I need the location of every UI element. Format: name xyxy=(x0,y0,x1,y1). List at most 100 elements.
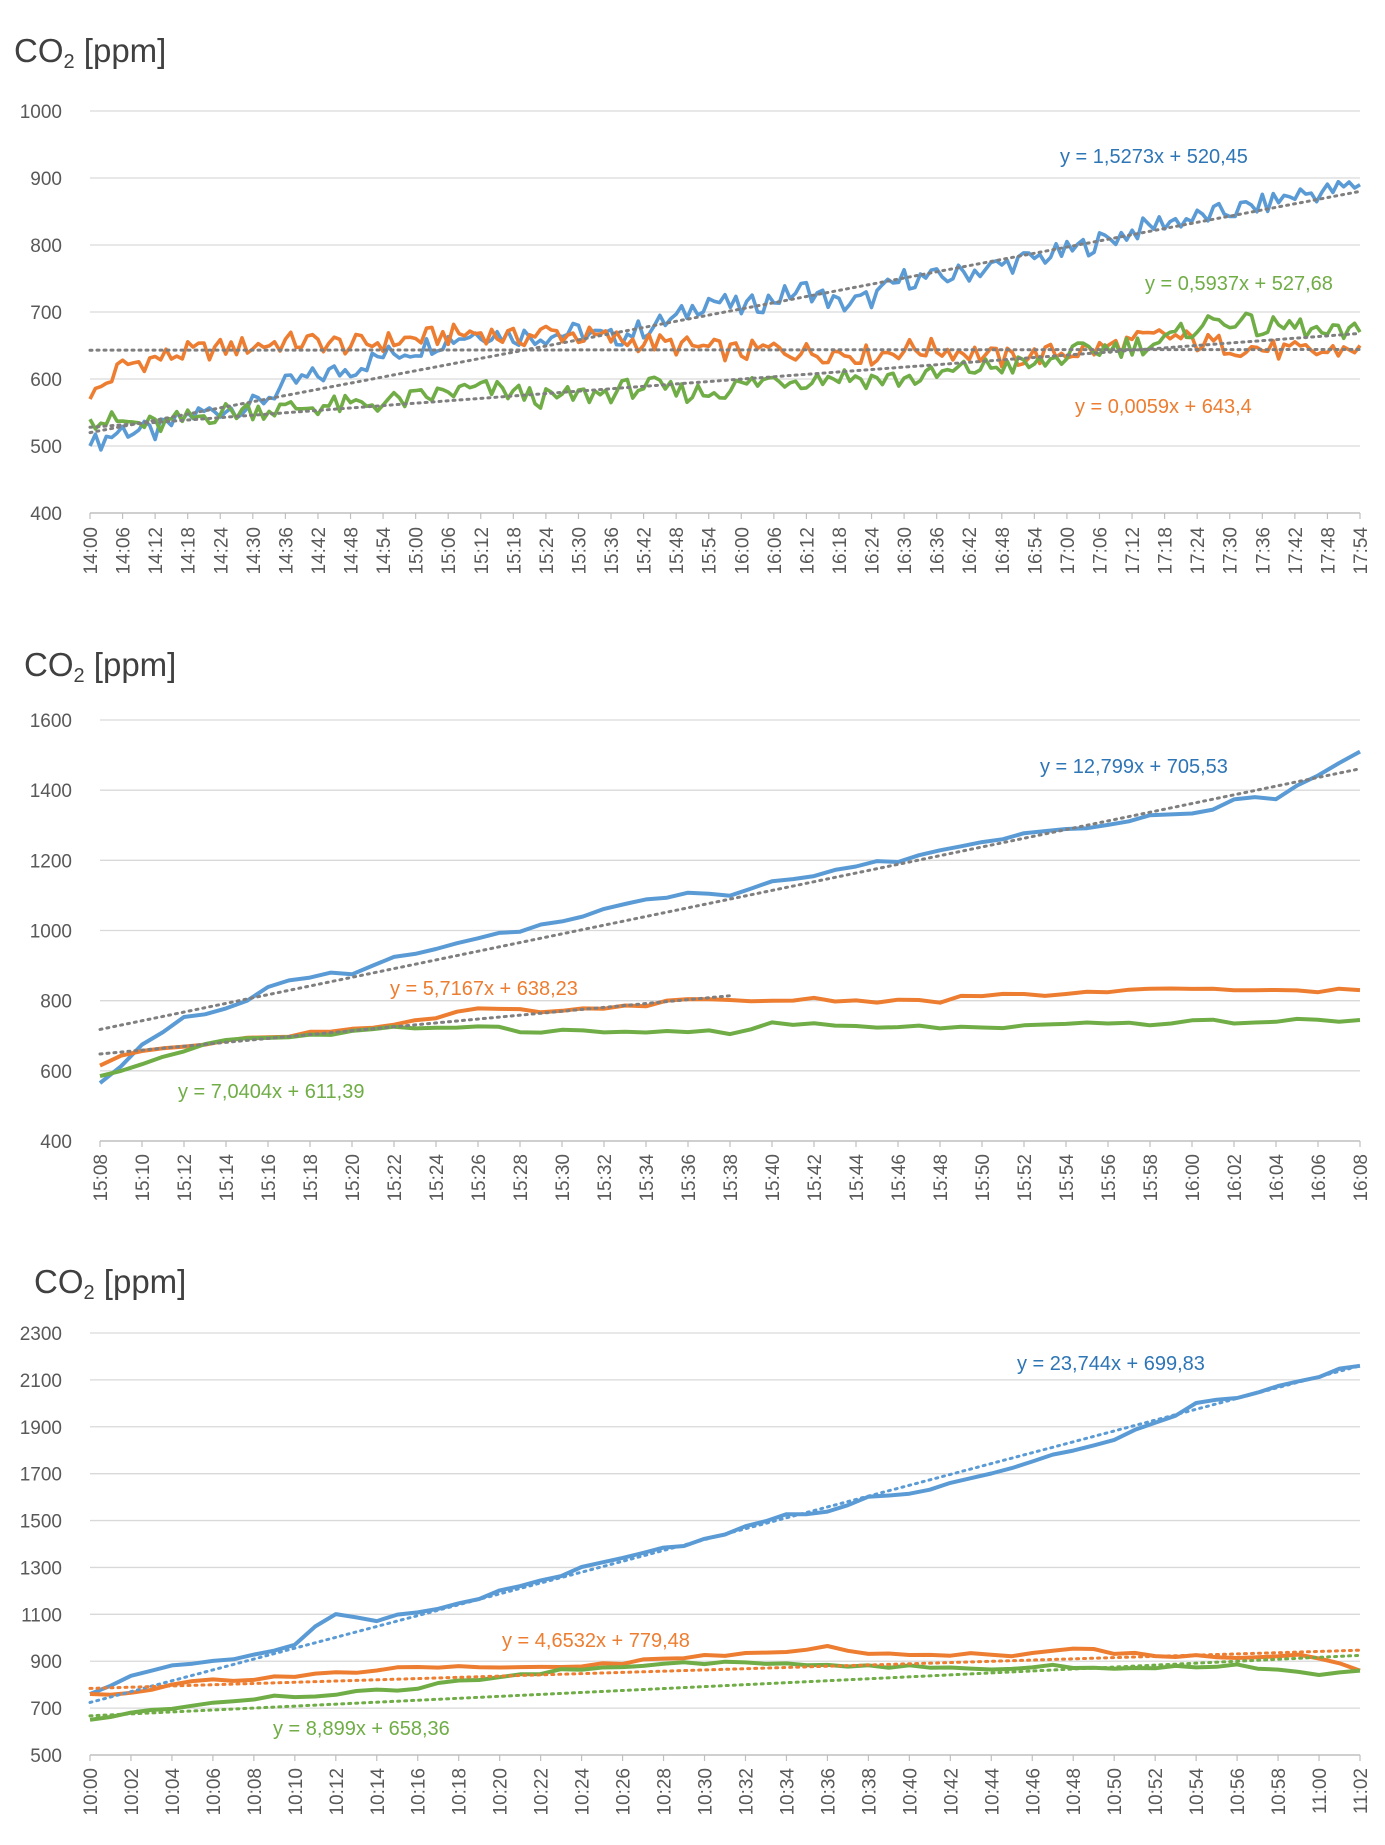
x-tick-label: 15:54 xyxy=(700,527,721,575)
x-tick-label: 10:34 xyxy=(777,1768,798,1816)
y-tick-label: 700 xyxy=(30,303,62,324)
x-tick-label: 14:06 xyxy=(114,527,135,575)
x-tick-label: 10:46 xyxy=(1023,1768,1044,1816)
x-tick-label: 10:42 xyxy=(941,1768,962,1816)
y-axis-title: CO2 [ppm] xyxy=(14,32,167,73)
trendline-equation: y = 0,0059x + 643,4 xyxy=(1075,396,1252,418)
y-tick-label: 600 xyxy=(30,370,62,391)
x-tick-label: 10:18 xyxy=(450,1768,471,1816)
series-line-blue xyxy=(89,1363,1361,1696)
x-tick-label: 11:00 xyxy=(1310,1768,1331,1814)
y-tick-label: 700 xyxy=(30,1699,62,1720)
y-tick-label: 2100 xyxy=(20,1371,62,1392)
trendline-equation: y = 8,899x + 658,36 xyxy=(273,1718,450,1740)
x-tick-label: 17:00 xyxy=(1058,527,1079,575)
x-tick-label: 10:10 xyxy=(286,1768,307,1816)
x-tick-label: 15:22 xyxy=(385,1154,406,1202)
y-axis-title: CO2 [ppm] xyxy=(24,646,177,687)
series-line-blue xyxy=(88,179,1361,452)
x-tick-label: 15:00 xyxy=(407,527,428,575)
x-tick-label: 15:24 xyxy=(537,527,558,575)
y-tick-label: 400 xyxy=(30,504,62,525)
trendline-equation: y = 12,799x + 705,53 xyxy=(1040,756,1228,778)
x-tick-label: 10:54 xyxy=(1187,1768,1208,1816)
x-tick-label: 10:00 xyxy=(81,1768,102,1816)
y-tick-label: 1400 xyxy=(30,781,72,802)
x-tick-label: 15:16 xyxy=(259,1154,280,1202)
x-tick-label: 16:42 xyxy=(960,527,981,575)
trendline-blue xyxy=(88,189,1362,435)
x-tick-label: 16:36 xyxy=(928,527,949,575)
x-tick-label: 10:30 xyxy=(696,1768,717,1816)
x-tick-label: 10:58 xyxy=(1269,1768,1290,1816)
x-tick-label: 15:42 xyxy=(635,527,656,575)
x-tick-label: 15:32 xyxy=(595,1154,616,1202)
x-tick-label: 14:54 xyxy=(374,527,395,575)
x-tick-label: 15:50 xyxy=(973,1154,994,1202)
x-tick-label: 10:14 xyxy=(368,1768,389,1816)
series-line-orange xyxy=(88,322,1362,400)
x-tick-label: 14:42 xyxy=(309,527,330,575)
x-tick-label: 15:12 xyxy=(175,1154,196,1202)
x-tick-label: 15:46 xyxy=(889,1154,910,1202)
x-tick-label: 16:00 xyxy=(732,527,753,575)
y-tick-label: 800 xyxy=(30,236,62,257)
x-tick-label: 15:18 xyxy=(301,1154,322,1202)
y-tick-label: 1600 xyxy=(30,711,72,732)
y-tick-label: 1900 xyxy=(20,1418,62,1439)
series-line-orange xyxy=(89,1644,1361,1697)
y-tick-label: 1700 xyxy=(20,1465,62,1486)
y-tick-label: 2300 xyxy=(20,1324,62,1345)
x-tick-label: 14:24 xyxy=(211,527,232,575)
x-tick-label: 10:36 xyxy=(818,1768,839,1816)
chart-svg: 400 600 800 1000 1200 1400 1600 15:08 15:10 15:12… xyxy=(30,711,1372,1202)
x-tick-label: 17:18 xyxy=(1156,527,1177,575)
y-tick-label: 1000 xyxy=(20,102,62,123)
trendline-equation: y = 0,5937x + 527,68 xyxy=(1145,273,1333,295)
x-tick-label: 14:00 xyxy=(81,527,102,575)
x-tick-label: 10:40 xyxy=(900,1768,921,1816)
x-tick-label: 10:08 xyxy=(245,1768,266,1816)
x-tick-label: 15:28 xyxy=(511,1154,532,1202)
chart-svg: 400 500 600 700 800 900 1000 14:00 14:06 14:12 14:… xyxy=(20,102,1372,575)
trendline-orange xyxy=(98,994,732,1056)
x-tick-label: 10:28 xyxy=(655,1768,676,1816)
x-tick-label: 10:32 xyxy=(736,1768,757,1816)
x-tick-label: 15:36 xyxy=(679,1154,700,1202)
x-tick-label: 15:40 xyxy=(763,1154,784,1202)
trendline-equation: y = 7,0404x + 611,39 xyxy=(178,1081,364,1103)
trendline-green xyxy=(88,1653,1362,1718)
trendline-blue xyxy=(88,1364,1362,1704)
x-tick-label: 10:06 xyxy=(204,1768,225,1816)
y-tick-label: 900 xyxy=(30,169,62,190)
trendline-equation: y = 1,5273x + 520,45 xyxy=(1060,146,1248,168)
chart-panel-1: CO2 [ppm] 400 500 600 700 800 900 1000 14:00 14:… xyxy=(0,0,1385,610)
x-tick-label: 17:24 xyxy=(1188,527,1209,575)
x-tick-label: 11:02 xyxy=(1351,1768,1372,1814)
trendline-blue xyxy=(98,767,1362,1031)
y-tick-label: 1500 xyxy=(20,1512,62,1533)
x-tick-label: 16:24 xyxy=(863,527,884,575)
x-tick-label: 15:10 xyxy=(133,1154,154,1202)
x-tick-label: 15:36 xyxy=(602,527,623,575)
x-tick-label: 10:20 xyxy=(491,1768,512,1816)
x-tick-label: 15:06 xyxy=(439,527,460,575)
y-tick-label: 800 xyxy=(40,992,72,1013)
x-tick-label: 14:18 xyxy=(179,527,200,575)
trendline-equation: y = 4,6532x + 779,48 xyxy=(502,1630,690,1652)
series-line-blue xyxy=(98,749,1361,1085)
x-tick-label: 17:36 xyxy=(1253,527,1274,575)
x-tick-label: 10:24 xyxy=(573,1768,594,1816)
y-tick-label: 1000 xyxy=(30,922,72,943)
x-tick-label: 15:52 xyxy=(1015,1154,1036,1202)
x-tick-label: 14:30 xyxy=(244,527,265,575)
x-tick-label: 16:06 xyxy=(765,527,786,575)
x-tick-label: 10:52 xyxy=(1146,1768,1167,1816)
x-tick-label: 16:06 xyxy=(1309,1154,1330,1202)
x-tick-label: 15:44 xyxy=(847,1154,868,1202)
y-tick-label: 1200 xyxy=(30,851,72,872)
x-tick-label: 16:18 xyxy=(830,527,851,575)
x-tick-label: 17:42 xyxy=(1286,527,1307,575)
trendline-equation: y = 5,7167x + 638,23 xyxy=(390,978,578,1000)
